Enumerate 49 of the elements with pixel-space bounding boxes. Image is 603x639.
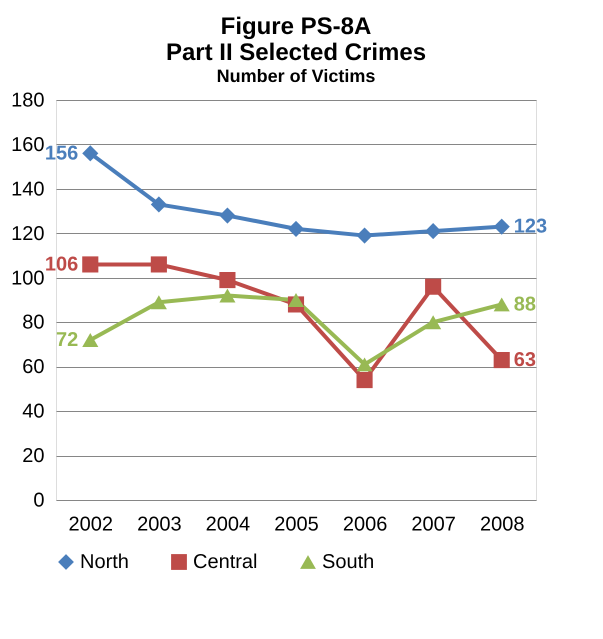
y-tick-label: 40 [22, 400, 44, 423]
point [356, 372, 373, 388]
point [494, 297, 510, 312]
y-tick-label: 0 [33, 490, 44, 512]
legend-label: Central [193, 551, 258, 573]
legend-label: South [322, 551, 374, 573]
point [82, 145, 98, 162]
x-tick-label: 2008 [480, 514, 524, 536]
point [425, 315, 442, 330]
y-tick-label: 120 [11, 222, 44, 245]
x-tick-label: 2003 [137, 514, 182, 536]
x-tick-label: 2007 [411, 514, 456, 536]
point [219, 272, 236, 288]
x-tick-label: 2002 [68, 514, 114, 536]
data-label: 72 [56, 329, 78, 351]
y-tick-label: 140 [11, 178, 44, 200]
point [219, 288, 236, 303]
chart-subtitle: Number of Victims [216, 66, 376, 86]
point [288, 293, 304, 307]
y-tick-label: 60 [22, 356, 44, 378]
point [82, 333, 98, 347]
point [494, 352, 510, 368]
x-tick-label: 2005 [274, 514, 319, 536]
point [425, 223, 442, 240]
point [356, 227, 373, 244]
text: Figure PS-8A [220, 13, 372, 40]
point [219, 207, 236, 224]
data-label: 156 [44, 142, 78, 164]
data-label: 63 [514, 349, 536, 371]
x-tick-label: 2006 [342, 514, 388, 536]
point [150, 295, 167, 310]
y-tick-label: 100 [11, 267, 44, 290]
y-tick-label: 180 [11, 90, 44, 112]
data-label: 88 [514, 293, 536, 316]
y-tick-label: 20 [22, 445, 44, 468]
y-tick-label: 80 [22, 312, 44, 334]
data-label: 106 [44, 253, 78, 276]
data-label: 123 [514, 216, 548, 238]
point [494, 218, 510, 235]
point [150, 196, 167, 213]
point [356, 357, 373, 372]
text: Part II Selected Crimes [166, 39, 426, 66]
point [150, 256, 167, 273]
point [82, 256, 98, 273]
point [288, 220, 304, 237]
point [425, 278, 442, 295]
legend-label: North [80, 551, 129, 573]
y-tick-label: 160 [11, 134, 44, 156]
x-tick-label: 2004 [206, 514, 250, 536]
